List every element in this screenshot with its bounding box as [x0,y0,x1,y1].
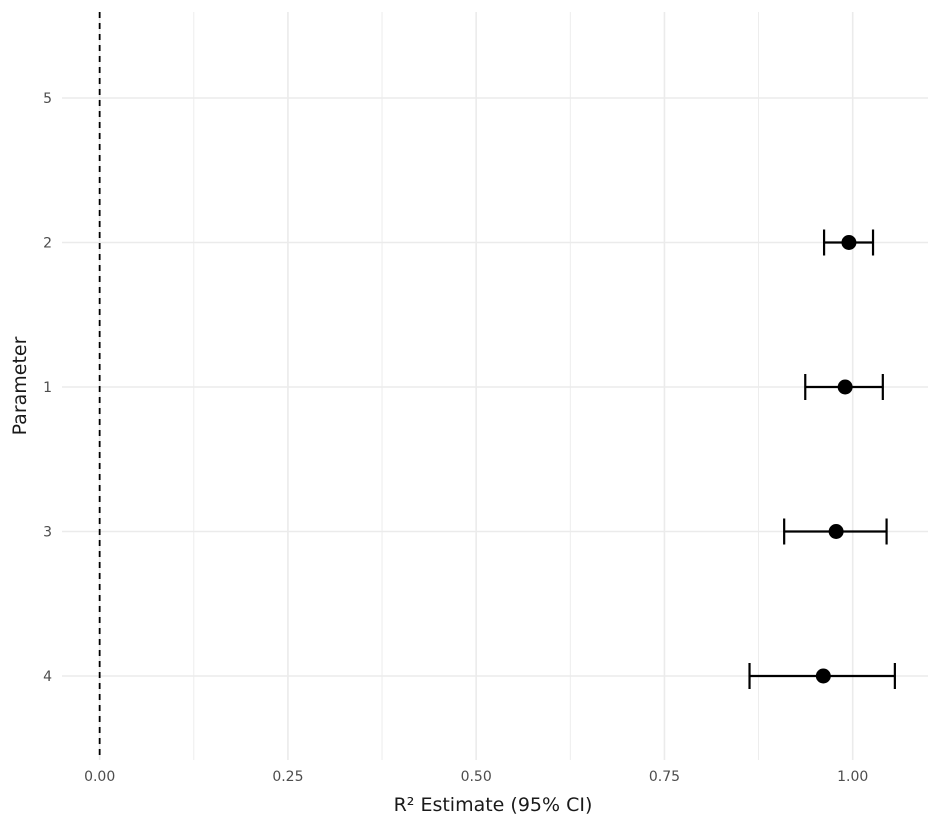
x-tick-label: 0.75 [649,769,680,785]
estimate-point [828,524,844,539]
estimate-point [841,235,857,250]
y-tick-label: 3 [43,525,52,541]
y-tick-label: 5 [43,91,52,107]
estimate-marks [748,229,896,689]
minor-gridlines [193,12,760,760]
major-gridlines [62,12,928,760]
y-axis-title: Parameter [9,336,31,435]
x-tick-label: 0.00 [84,769,115,785]
estimate-point [815,668,831,684]
x-tick-label: 1.00 [837,769,868,785]
y-tick-labels: 5 2 1 3 4 [43,91,52,685]
x-tick-label: 0.25 [272,769,303,785]
x-tick-labels: 0.00 0.25 0.50 0.75 1.00 [84,769,868,785]
y-tick-label: 2 [43,236,52,252]
x-tick-label: 0.50 [461,769,492,785]
y-tick-label: 4 [43,669,52,685]
y-tick-label: 1 [43,380,52,396]
x-axis-title: R² Estimate (95% CI) [394,794,593,816]
estimate-point [837,379,853,395]
